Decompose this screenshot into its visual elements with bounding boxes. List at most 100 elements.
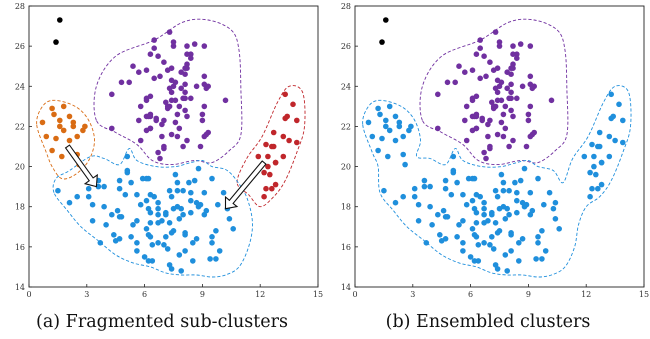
- point-blue: [494, 193, 501, 200]
- point-blue: [176, 216, 183, 222]
- point-blue: [85, 193, 92, 200]
- point-blue: [188, 209, 194, 216]
- point-purple: [469, 67, 476, 73]
- x-tick-label: 0: [26, 290, 31, 299]
- point-blue: [168, 266, 175, 272]
- point-purple: [188, 51, 194, 57]
- point-blue: [411, 185, 418, 192]
- point-blue: [546, 189, 553, 196]
- point-blue: [186, 179, 192, 186]
- point-blue: [375, 147, 381, 154]
- point-purple: [523, 143, 530, 150]
- point-black: [57, 17, 63, 23]
- point-purple: [168, 131, 175, 138]
- point-blue: [437, 232, 443, 238]
- point-blue: [375, 105, 381, 112]
- point-blue: [379, 135, 385, 142]
- point-blue: [508, 230, 514, 236]
- point-blue: [552, 216, 559, 222]
- point-blue: [598, 159, 605, 166]
- point-blue: [147, 209, 154, 216]
- point-purple: [477, 75, 483, 82]
- point-blue: [489, 211, 495, 218]
- point-purple: [137, 103, 144, 110]
- point-purple: [481, 149, 487, 156]
- point-red: [272, 159, 279, 166]
- point-blue: [581, 153, 588, 160]
- point-purple: [506, 143, 512, 150]
- point-purple: [188, 55, 194, 61]
- point-blue: [396, 123, 403, 130]
- point-purple: [483, 155, 489, 162]
- point-blue: [386, 103, 393, 110]
- point-red: [265, 153, 271, 160]
- point-blue: [442, 214, 449, 220]
- point-blue: [386, 127, 393, 134]
- point-blue: [541, 201, 547, 208]
- point-blue: [492, 220, 499, 226]
- point-blue: [365, 119, 372, 126]
- point-purple: [483, 73, 489, 80]
- point-blue: [149, 242, 156, 248]
- x-tick-label: 12: [581, 290, 591, 299]
- point-purple: [477, 45, 483, 51]
- y-tick-label: 22: [341, 122, 351, 131]
- point-blue: [155, 220, 161, 226]
- point-purple: [159, 133, 165, 140]
- point-blue: [128, 179, 134, 186]
- point-red: [280, 153, 287, 160]
- point-purple: [157, 155, 163, 162]
- point-purple: [201, 73, 208, 80]
- point-blue: [552, 199, 559, 206]
- cluster-boundary-blue: [362, 85, 632, 278]
- point-red: [284, 113, 291, 120]
- point-red: [294, 139, 300, 146]
- point-blue: [408, 123, 414, 130]
- point-blue: [163, 234, 169, 240]
- point-blue: [460, 191, 466, 198]
- point-purple: [517, 41, 524, 47]
- point-blue: [122, 191, 129, 198]
- point-blue: [539, 228, 545, 234]
- point-blue: [400, 151, 406, 158]
- point-blue: [527, 189, 534, 196]
- point-red: [290, 101, 296, 108]
- point-red: [261, 193, 267, 200]
- x-tick-label: 3: [410, 290, 415, 299]
- point-blue: [517, 177, 524, 184]
- point-blue: [504, 205, 510, 212]
- point-blue: [429, 222, 435, 228]
- panel-ensembled: 0 3 6 9 12 15 14 16 18 20 22 24 26 28: [326, 0, 650, 304]
- point-purple: [109, 91, 115, 98]
- point-blue: [527, 211, 534, 218]
- point-orange: [59, 153, 65, 160]
- point-blue: [415, 201, 422, 208]
- y-tick-label: 26: [15, 42, 25, 51]
- point-purple: [168, 89, 175, 96]
- point-blue: [427, 203, 433, 210]
- point-purple: [500, 133, 507, 140]
- point-blue: [161, 242, 167, 248]
- point-blue: [487, 242, 493, 248]
- x-tick-label: 9: [200, 290, 205, 299]
- point-blue: [137, 201, 144, 208]
- point-blue: [124, 153, 131, 160]
- point-blue: [396, 119, 403, 126]
- point-blue: [188, 189, 194, 196]
- point-blue: [587, 169, 593, 176]
- point-orange: [60, 127, 67, 134]
- point-blue: [465, 175, 472, 182]
- point-blue: [598, 181, 605, 188]
- point-blue: [512, 179, 518, 186]
- point-purple: [155, 53, 161, 59]
- point-blue: [216, 248, 223, 254]
- point-orange: [57, 117, 63, 124]
- point-blue: [116, 185, 123, 192]
- point-blue: [141, 254, 148, 260]
- point-blue: [168, 230, 175, 236]
- point-red: [272, 181, 279, 188]
- point-blue: [415, 218, 422, 224]
- point-purple: [184, 137, 190, 144]
- point-purple: [496, 43, 503, 49]
- point-purple: [182, 107, 188, 114]
